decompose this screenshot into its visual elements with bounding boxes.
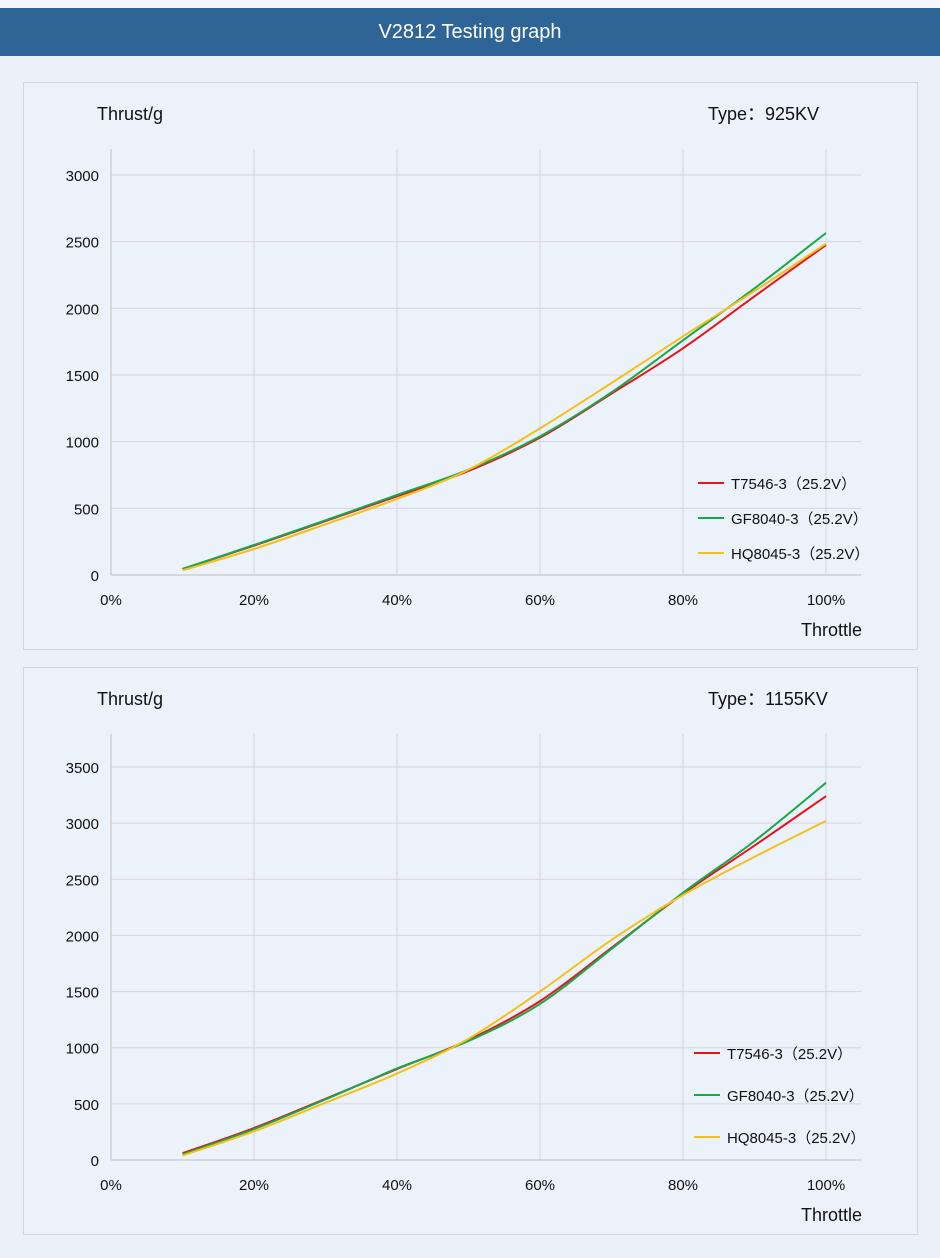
- y-tick-label: 2500: [66, 872, 99, 889]
- y-tick-label: 2000: [66, 301, 99, 318]
- y-tick-label: 1000: [66, 1041, 99, 1058]
- x-tick-label: 60%: [525, 592, 555, 609]
- page-title: V2812 Testing graph: [378, 20, 562, 43]
- y-tick-label: 2500: [66, 235, 99, 252]
- y-tick-label: 2000: [66, 928, 99, 945]
- y-tick-label: 3500: [66, 760, 99, 777]
- legend-label: T7546-3（25.2V）: [727, 1046, 852, 1063]
- x-axis-title: Throttle: [801, 1205, 862, 1225]
- y-tick-label: 1500: [66, 985, 99, 1002]
- x-axis-title: Throttle: [801, 620, 862, 640]
- x-tick-label: 0%: [100, 1177, 122, 1194]
- chart-panel-925kv: 0 500 1000 1500 2000 2500 3000 0% 20% 40% 60% 80% 10…: [23, 82, 918, 650]
- x-tick-label: 40%: [382, 1177, 412, 1194]
- y-tick-label: 3000: [66, 816, 99, 833]
- chart-1155kv: 0 500 1000 1500 2000 2500 3000 3500 0% 20% 40% 60% 8…: [66, 689, 866, 1225]
- legend-label: HQ8045-3（25.2V）: [731, 546, 869, 563]
- series-line: [182, 781, 827, 1156]
- type-label: Type：1155KV: [708, 689, 828, 709]
- x-tick-label: 40%: [382, 592, 412, 609]
- x-tick-label: 80%: [668, 592, 698, 609]
- legend-label: T7546-3（25.2V）: [731, 476, 856, 493]
- header-bar: V2812 Testing graph: [0, 8, 940, 56]
- y-tick-label: 1000: [66, 435, 99, 452]
- legend-label: HQ8045-3（25.2V）: [727, 1130, 865, 1147]
- chart-925kv: 0 500 1000 1500 2000 2500 3000 0% 20% 40% 60% 80% 10…: [66, 104, 870, 640]
- legend-label: GF8040-3（25.2V）: [731, 511, 868, 528]
- y-tick-label: 0: [91, 1153, 99, 1170]
- x-tick-label: 20%: [239, 1177, 269, 1194]
- series-line: [182, 244, 827, 570]
- top-strip: [0, 0, 940, 8]
- x-tick-label: 20%: [239, 592, 269, 609]
- chart-panel-1155kv: 0 500 1000 1500 2000 2500 3000 3500 0% 20% 40% 60% 8…: [23, 667, 918, 1235]
- series-line: [182, 820, 827, 1157]
- series-line: [182, 242, 827, 572]
- y-tick-label: 1500: [66, 368, 99, 385]
- x-tick-label: 0%: [100, 592, 122, 609]
- y-tick-label: 500: [74, 1097, 99, 1114]
- x-tick-label: 100%: [807, 1177, 845, 1194]
- x-tick-label: 60%: [525, 1177, 555, 1194]
- type-label: Type：925KV: [708, 104, 819, 124]
- y-axis-title: Thrust/g: [97, 104, 163, 124]
- y-tick-label: 0: [91, 568, 99, 585]
- x-tick-label: 100%: [807, 592, 845, 609]
- series-line: [182, 232, 827, 570]
- y-axis-title: Thrust/g: [97, 689, 163, 709]
- y-tick-label: 500: [74, 501, 99, 518]
- x-tick-label: 80%: [668, 1177, 698, 1194]
- legend-label: GF8040-3（25.2V）: [727, 1088, 864, 1105]
- y-tick-label: 3000: [66, 168, 99, 185]
